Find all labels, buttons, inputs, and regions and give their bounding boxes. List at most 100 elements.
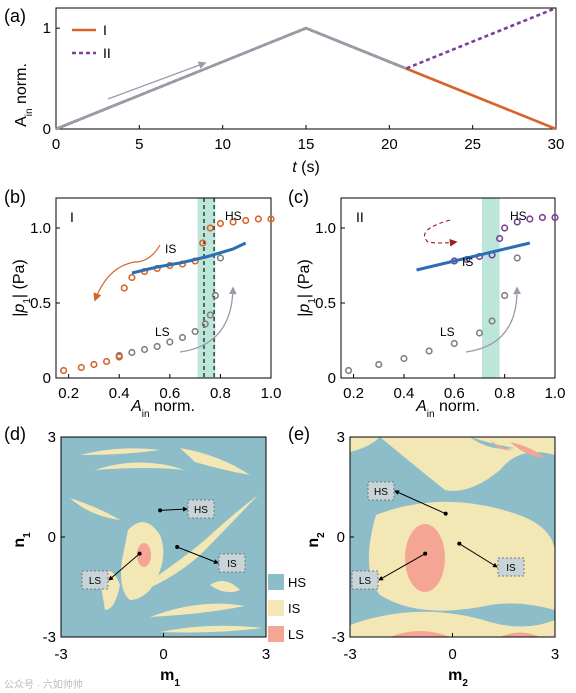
bistability-band-c — [481, 198, 500, 378]
branch-data-point — [254, 215, 262, 223]
legend-label-is: IS — [288, 601, 301, 616]
branch-data-point — [90, 360, 98, 369]
state-label-ls: LS — [89, 576, 102, 587]
plot-frame-c — [340, 197, 556, 379]
legend-label-hs: HS — [288, 575, 306, 590]
state-arrow — [394, 490, 446, 515]
legend-swatch-ls — [268, 626, 284, 642]
annotation-is-c: IS — [462, 255, 473, 269]
y-tick-label: 1 — [43, 20, 51, 37]
x-tick-label: 3 — [551, 646, 559, 663]
state-point-hs — [158, 508, 163, 513]
ls-data-point — [450, 339, 458, 348]
branch-data-point — [128, 273, 136, 282]
ls-data-point — [211, 291, 219, 300]
svg-text:Ain norm.: Ain norm. — [13, 63, 35, 127]
branch-data-point — [242, 216, 250, 225]
state-arrow — [108, 553, 140, 581]
state-label-hs: HS — [194, 505, 208, 516]
y-axis-ticks-d: -3 0 3 — [43, 429, 65, 646]
x-axis-ticks-c: 0.2 0.4 0.6 0.8 1.0 — [343, 374, 565, 402]
state-arrow — [378, 553, 426, 581]
ls-data-point — [191, 327, 199, 336]
ls-data-point — [201, 320, 209, 328]
y-axis-label-e: n2 — [305, 532, 327, 548]
branch-data-point — [267, 215, 275, 223]
panel-label-c: (c) — [288, 187, 309, 207]
annotation-ls-c: LS — [440, 325, 455, 339]
state-label-hs: HS — [374, 487, 388, 498]
x-tick-label: 5 — [135, 136, 143, 153]
y-tick-label: 0 — [337, 529, 345, 546]
downsweep-arrow-c — [423, 219, 458, 247]
state-label-box — [367, 481, 395, 501]
x-tick-label: 20 — [381, 136, 398, 153]
y-tick-label: 0 — [48, 529, 56, 546]
x-tick-label: 0.4 — [394, 385, 415, 402]
ls-data-point — [344, 366, 353, 375]
x-tick-label: -3 — [54, 646, 67, 663]
state-label-box — [187, 499, 215, 519]
x-tick-label: 0.6 — [159, 385, 180, 402]
x-tick-label: 1.0 — [261, 385, 282, 402]
ls-data-point — [375, 360, 383, 369]
x-axis-label-d: m1 — [160, 667, 180, 689]
ls-data-point — [513, 254, 521, 262]
threshold-lines-b — [203, 198, 215, 378]
legend-a: I II — [72, 22, 111, 61]
y-axis-ticks-e: -3 0 3 — [332, 429, 354, 646]
data-points-c — [344, 213, 559, 375]
y-tick-label: 1.0 — [30, 220, 51, 237]
branch-data-point — [526, 215, 534, 223]
legend-label-i: I — [103, 22, 107, 38]
x-tick-label: 0 — [159, 646, 167, 663]
state-arrow — [459, 543, 498, 568]
branch-data-point — [538, 213, 547, 222]
x-axis-ticks-d: -3 0 3 — [54, 633, 270, 663]
annotation-ls-b: LS — [155, 325, 170, 339]
bistability-band-b — [197, 198, 216, 378]
state-label-ls: LS — [359, 576, 372, 587]
x-tick-label: 0 — [448, 646, 456, 663]
y-tick-label: 0 — [43, 121, 51, 138]
state-markers-e: HS IS LS — [351, 481, 525, 590]
legend-label-ls: LS — [288, 627, 304, 642]
branch-data-point — [229, 218, 237, 226]
downsweep-arrow-b — [93, 244, 161, 302]
plot-frame-b — [55, 197, 272, 379]
x-tick-label: 0.6 — [444, 385, 465, 402]
branch-data-point — [513, 218, 521, 226]
ramp-arrow — [107, 61, 207, 100]
y-tick-label: 3 — [48, 429, 56, 446]
x-tick-label: 15 — [298, 136, 315, 153]
branch-label-c: II — [356, 209, 364, 225]
x-tick-label: 0.2 — [343, 385, 364, 402]
x-axis-ticks-b: 0.2 0.4 0.6 0.8 1.0 — [58, 374, 281, 402]
plot-frame-a — [55, 7, 557, 130]
x-tick-label: 0.8 — [494, 385, 515, 402]
x-axis-label-e: m2 — [448, 667, 468, 689]
branch-data-point — [501, 224, 509, 232]
panel-label-b: (b) — [4, 187, 26, 207]
branch-data-point — [216, 219, 225, 228]
y-axis-ticks-b: 0 0.5 1.0 — [30, 220, 60, 387]
y-tick-label: 3 — [337, 429, 345, 446]
x-tick-label: -3 — [343, 646, 356, 663]
state-label-box — [218, 553, 246, 573]
panel-label-a: (a) — [4, 6, 26, 26]
x-tick-label: 30 — [548, 136, 565, 153]
ls-data-point — [475, 329, 484, 337]
x-tick-label: 3 — [262, 646, 270, 663]
ls-data-point — [178, 333, 187, 342]
y-tick-label: 0.5 — [315, 295, 336, 312]
panel-d: (d) -3 0 3 -3 0 3 HS IS LS n1 m1 HS IS — [4, 424, 306, 689]
panel-label-e: (e) — [288, 424, 310, 444]
state-markers-d: HS IS LS — [81, 499, 246, 590]
svg-text:n1: n1 — [11, 532, 33, 548]
y-axis-ticks-a: 01 — [43, 20, 60, 138]
x-axis-ticks-a: 0 5 10 15 20 25 30 — [52, 125, 565, 153]
ls-data-point — [153, 342, 161, 351]
state-label-box — [81, 570, 109, 590]
x-tick-label: 25 — [464, 136, 481, 153]
